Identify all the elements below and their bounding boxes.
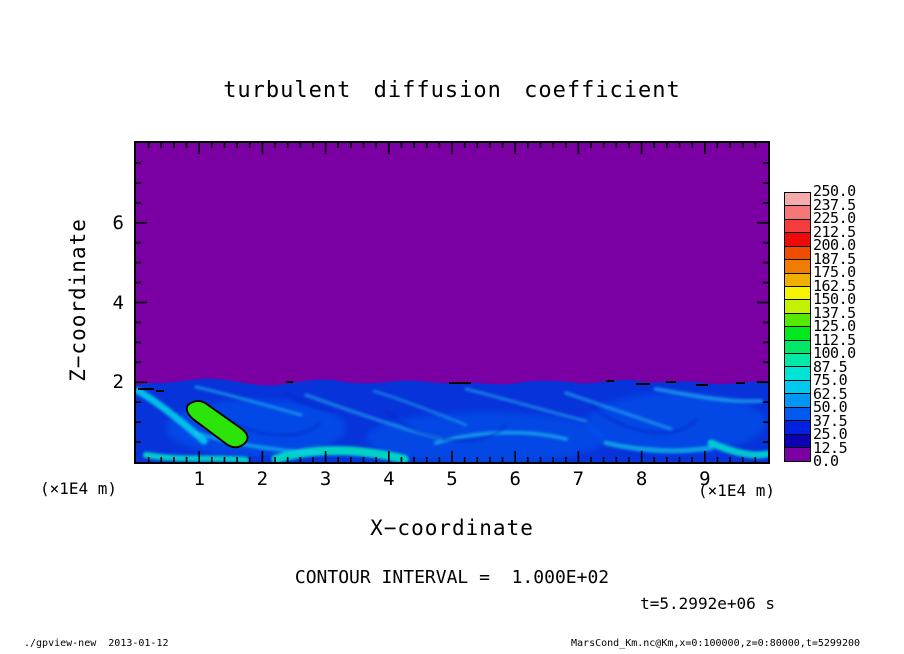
y-tick-label: 6	[112, 211, 124, 234]
colorbar-tick-label: 237.5	[813, 195, 856, 214]
colorbar-tick-label: 12.5	[813, 438, 848, 457]
y-axis-title: Z−coordinate	[62, 170, 90, 430]
axis-ticks	[136, 143, 768, 462]
colorbar-tick-label: 62.5	[813, 384, 848, 403]
colorbar-tick-label: 100.0	[813, 344, 856, 363]
heatmap-canvas	[136, 143, 768, 462]
zero-region	[136, 143, 768, 386]
colorbar-tick-label: 25.0	[813, 425, 848, 444]
colorbar-tick-label: 125.0	[813, 317, 856, 336]
colorbar-tick-label: 137.5	[813, 303, 856, 322]
colorbar-tick-label: 225.0	[813, 209, 856, 228]
colorbar-tick-label: 112.5	[813, 330, 856, 349]
z-axis-unit: (×1E4 m)	[40, 479, 118, 498]
green-contour-blob	[185, 400, 249, 449]
plot-area	[134, 141, 770, 464]
y-axis-title-text: Z−coordinate	[66, 218, 90, 382]
colorbar-tick-label: 87.5	[813, 357, 848, 376]
colorbar-labels: 250.0 237.5 225.0 212.5 200.0 187.5 175.0 162.5…	[813, 184, 883, 469]
colorbar-tick-label: 162.5	[813, 276, 856, 295]
footer-command: ./gpview-new 2013-01-12	[24, 638, 169, 649]
colorbar-tick-label: 150.0	[813, 290, 856, 309]
colorbar-tick-label: 212.5	[813, 222, 856, 241]
y-tick-label: 4	[112, 291, 124, 314]
x-tick-label: 6	[509, 468, 521, 490]
x-tick-label: 7	[572, 468, 585, 490]
x-tick-label: 5	[446, 468, 458, 490]
x-tick-label: 9	[699, 468, 711, 490]
contour-interval-note: CONTOUR INTERVAL = 1.000E+02	[294, 567, 610, 588]
colorbar-tick-label: 200.0	[813, 236, 856, 255]
x-axis-title: X−coordinate	[370, 516, 534, 540]
x-tick-label: 2	[256, 468, 269, 490]
colorbar-tick-label: 37.5	[813, 411, 848, 430]
x-tick-label: 8	[635, 468, 648, 490]
x-tick-label: 1	[193, 468, 205, 490]
colorbar-tick-label: 175.0	[813, 263, 856, 282]
colorbar-tick-label: 250.0	[813, 182, 856, 201]
x-axis-unit: (×1E4 m)	[697, 481, 775, 500]
colorbar-tick-label: 50.0	[813, 398, 848, 417]
colorbar-tick-label: 187.5	[813, 249, 856, 268]
chart-title: turbulent diffusion coefficient	[223, 78, 681, 103]
y-tick-label: 2	[112, 371, 124, 394]
colorbar	[784, 192, 811, 463]
x-tick-label: 3	[319, 468, 332, 490]
time-annotation: t=5.2992e+06 s	[640, 594, 775, 613]
colorbar-tick-label: 75.0	[813, 371, 848, 390]
x-tick-label: 4	[383, 468, 395, 490]
colorbar-tick-label: 0.0	[813, 452, 839, 471]
colorbar-cell	[784, 447, 811, 463]
footer-source: MarsCond_Km.nc@Km,x=0:100000,z=0:80000,t…	[571, 638, 860, 649]
